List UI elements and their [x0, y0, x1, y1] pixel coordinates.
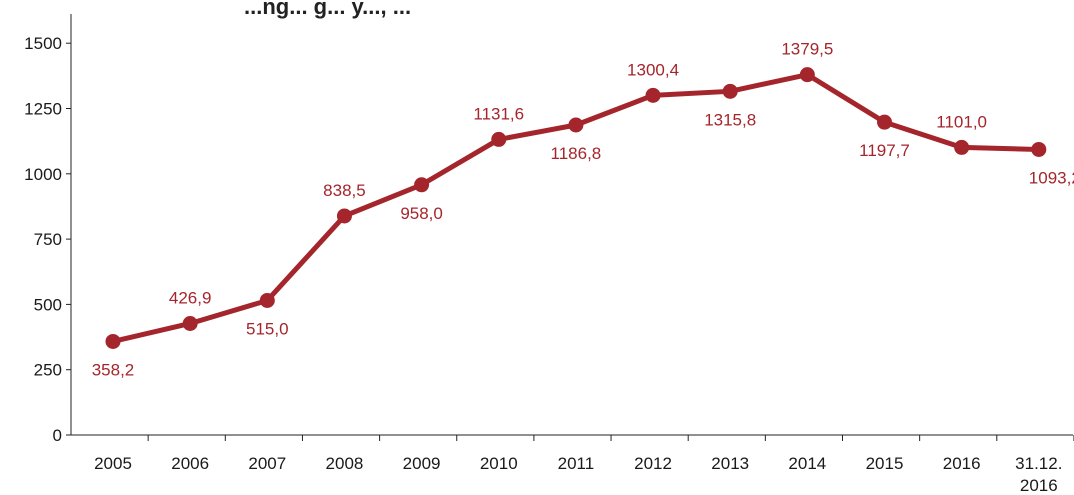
data-label: 1131,6 — [473, 104, 524, 123]
x-tick-label: 2005 — [94, 454, 132, 473]
x-tick-label: 2008 — [326, 454, 364, 473]
data-label: 358,2 — [92, 360, 135, 379]
y-tick-label: 750 — [34, 230, 62, 249]
x-tick-label: 2016 — [943, 454, 981, 473]
x-tick-label: 2013 — [711, 454, 749, 473]
data-point — [105, 333, 121, 349]
x-tick-label: 2015 — [866, 454, 904, 473]
data-point — [336, 208, 352, 224]
data-label: 1186,8 — [551, 144, 602, 163]
x-tick-label: 31.12. 2016 — [1015, 454, 1062, 495]
data-point — [414, 177, 430, 193]
data-point — [645, 87, 661, 103]
data-point — [259, 292, 275, 308]
y-tick-label: 1000 — [24, 165, 62, 184]
y-tick-label: 0 — [53, 426, 62, 445]
data-label: 1093,2 — [1029, 168, 1074, 187]
x-tick-label: 2009 — [403, 454, 441, 473]
x-tick-label: 2006 — [171, 454, 209, 473]
x-tick-label: 2014 — [788, 454, 826, 473]
data-label: 1101,0 — [936, 112, 987, 131]
data-point — [722, 83, 738, 99]
data-point — [954, 139, 970, 155]
data-point — [182, 315, 198, 331]
data-label: 1379,5 — [781, 40, 833, 59]
y-tick-label: 250 — [34, 361, 62, 380]
x-tick-label: 2010 — [480, 454, 518, 473]
data-labels: 358,2 426,9 515,0 838,5 958,0 1131,6 1186,8 130… — [92, 40, 1074, 380]
data-label: 1300,4 — [627, 60, 679, 79]
data-point — [877, 114, 892, 130]
data-label: 958,0 — [400, 204, 443, 223]
x-tick-label: 2012 — [634, 454, 672, 473]
series — [105, 67, 1047, 349]
data-label: 426,9 — [169, 288, 212, 307]
data-point — [568, 117, 584, 133]
y-tick-label: 1500 — [24, 34, 62, 53]
data-point — [799, 67, 815, 83]
x-tick-label: 2007 — [248, 454, 286, 473]
data-label: 1197,7 — [859, 141, 910, 160]
data-label: 515,0 — [246, 319, 289, 338]
chart-title: ...ng... g... y..., ... — [244, 0, 411, 19]
y-tick-label: 500 — [34, 295, 62, 314]
data-label: 838,5 — [323, 181, 366, 200]
data-point — [1031, 141, 1047, 157]
x-tick-label: 2011 — [558, 454, 595, 473]
series-line — [110, 72, 1042, 344]
data-point — [491, 131, 507, 147]
data-label: 1315,8 — [704, 110, 756, 129]
axes: 0 250 500 750 1000 1250 1500 2005 2006 2007 2008 20… — [24, 14, 1074, 495]
y-tick-label: 1250 — [24, 100, 62, 119]
